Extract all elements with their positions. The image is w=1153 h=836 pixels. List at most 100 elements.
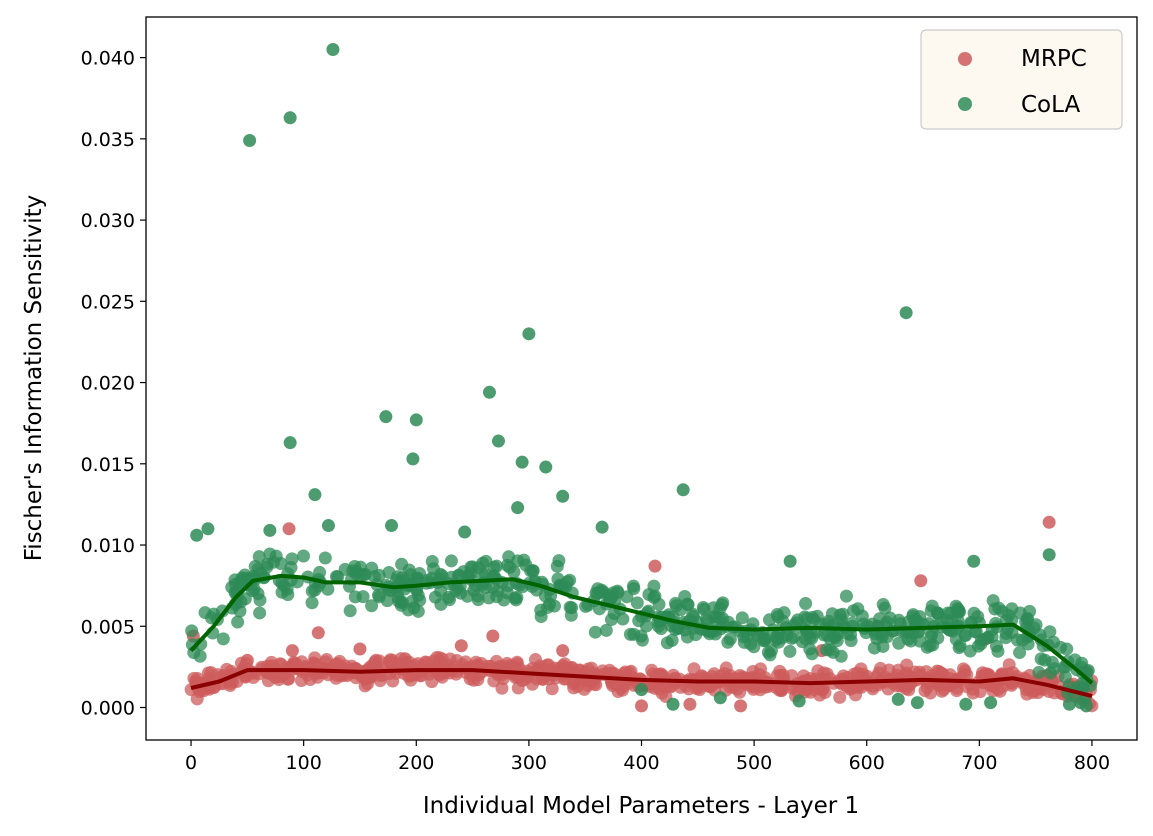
data-point-cola: [231, 615, 245, 629]
data-point-cola: [989, 639, 1003, 653]
data-point-mrpc: [873, 661, 887, 675]
data-point-cola: [358, 568, 372, 582]
data-point-cola: [305, 584, 319, 598]
data-point-cola: [1010, 633, 1024, 647]
data-point-cola: [356, 590, 370, 604]
legend-marker-mrpc: [958, 52, 972, 66]
data-point-mrpc: [333, 654, 347, 668]
data-point-mrpc: [545, 682, 559, 696]
data-point-cola: [1079, 699, 1093, 713]
data-point-mrpc: [285, 644, 299, 658]
data-point-cola: [502, 550, 516, 564]
data-point-cola: [394, 596, 408, 610]
data-point-cola: [716, 596, 730, 610]
data-point-cola: [275, 585, 289, 599]
legend-label-mrpc: MRPC: [1021, 46, 1087, 72]
data-point-cola: [252, 550, 266, 564]
data-point-cola: [1042, 548, 1056, 562]
data-point-cola: [329, 569, 343, 583]
x-tick-label: 600: [849, 752, 885, 774]
data-point-cola: [343, 604, 357, 618]
data-point-cola: [185, 624, 199, 638]
data-point-mrpc: [914, 574, 928, 588]
data-point-cola: [599, 623, 613, 637]
data-point-cola: [321, 519, 335, 533]
data-point-cola: [405, 594, 419, 608]
y-tick-label: 0.025: [81, 291, 135, 313]
data-point-cola: [798, 632, 812, 646]
y-tick-label: 0.040: [81, 48, 135, 70]
data-point-cola: [190, 528, 204, 542]
data-point-cola: [471, 589, 485, 603]
data-point-cola: [635, 683, 648, 697]
data-point-mrpc: [282, 522, 296, 536]
data-point-cola: [910, 696, 924, 710]
data-point-cola: [503, 560, 517, 574]
data-point-cola: [243, 133, 257, 147]
x-tick-label: 500: [736, 752, 772, 774]
x-tick-label: 700: [961, 752, 997, 774]
data-point-cola: [269, 549, 283, 563]
data-point-cola: [253, 606, 267, 620]
data-point-cola: [552, 554, 566, 568]
data-point-mrpc: [496, 659, 510, 673]
data-point-cola: [444, 554, 458, 568]
data-point-mrpc: [935, 684, 949, 698]
y-axis: 0.000 0.005 0.010 0.015 0.020 0.025 0.030 0.035…: [81, 48, 146, 720]
data-point-cola: [538, 589, 552, 603]
data-point-cola: [201, 522, 215, 536]
y-tick-label: 0.005: [81, 616, 135, 638]
data-point-mrpc: [556, 644, 570, 658]
x-tick-label: 800: [1074, 752, 1110, 774]
data-point-cola: [923, 639, 937, 653]
data-point-cola: [409, 413, 423, 427]
data-point-cola: [911, 615, 925, 629]
data-point-cola: [216, 632, 230, 646]
data-point-cola: [981, 631, 995, 645]
data-point-cola: [713, 691, 727, 705]
data-point-cola: [876, 639, 890, 653]
data-point-cola: [984, 696, 998, 710]
data-point-cola: [1043, 625, 1057, 639]
data-point-cola: [891, 692, 905, 706]
data-point-cola: [723, 632, 737, 646]
y-tick-label: 0.000: [81, 698, 135, 720]
data-point-cola: [372, 590, 386, 604]
data-point-mrpc: [308, 657, 322, 671]
data-point-cola: [588, 625, 602, 639]
data-point-cola: [892, 613, 906, 627]
data-point-cola: [460, 589, 474, 603]
data-point-cola: [941, 606, 955, 620]
data-point-cola: [318, 551, 332, 565]
data-point-cola: [751, 629, 765, 643]
data-point-cola: [924, 604, 938, 618]
data-point-cola: [1020, 613, 1034, 627]
data-point-cola: [326, 42, 340, 56]
data-point-cola: [526, 564, 540, 578]
data-point-cola: [953, 639, 967, 653]
y-tick-label: 0.015: [81, 454, 135, 476]
data-point-cola: [425, 554, 439, 568]
data-point-cola: [763, 648, 777, 662]
data-point-cola: [515, 455, 529, 469]
data-point-cola: [1062, 697, 1076, 711]
data-point-mrpc: [893, 679, 907, 693]
y-tick-label: 0.010: [81, 535, 135, 557]
data-point-cola: [539, 460, 553, 474]
data-point-cola: [283, 111, 297, 125]
data-point-mrpc: [734, 699, 748, 713]
trend-line-cola: [189, 573, 1094, 685]
data-point-mrpc: [567, 681, 581, 695]
data-point-cola: [839, 589, 853, 603]
data-point-cola: [772, 635, 786, 649]
data-point-cola: [1053, 640, 1067, 654]
data-point-cola: [634, 629, 648, 643]
y-axis-title: Fischer's Information Sensitivity: [21, 195, 47, 562]
data-point-mrpc: [719, 661, 733, 675]
data-point-mrpc: [190, 692, 204, 706]
data-point-cola: [999, 627, 1013, 641]
data-point-mrpc: [845, 681, 859, 695]
data-point-mrpc: [966, 682, 980, 696]
data-point-mrpc: [353, 642, 367, 656]
data-point-mrpc: [191, 671, 205, 685]
